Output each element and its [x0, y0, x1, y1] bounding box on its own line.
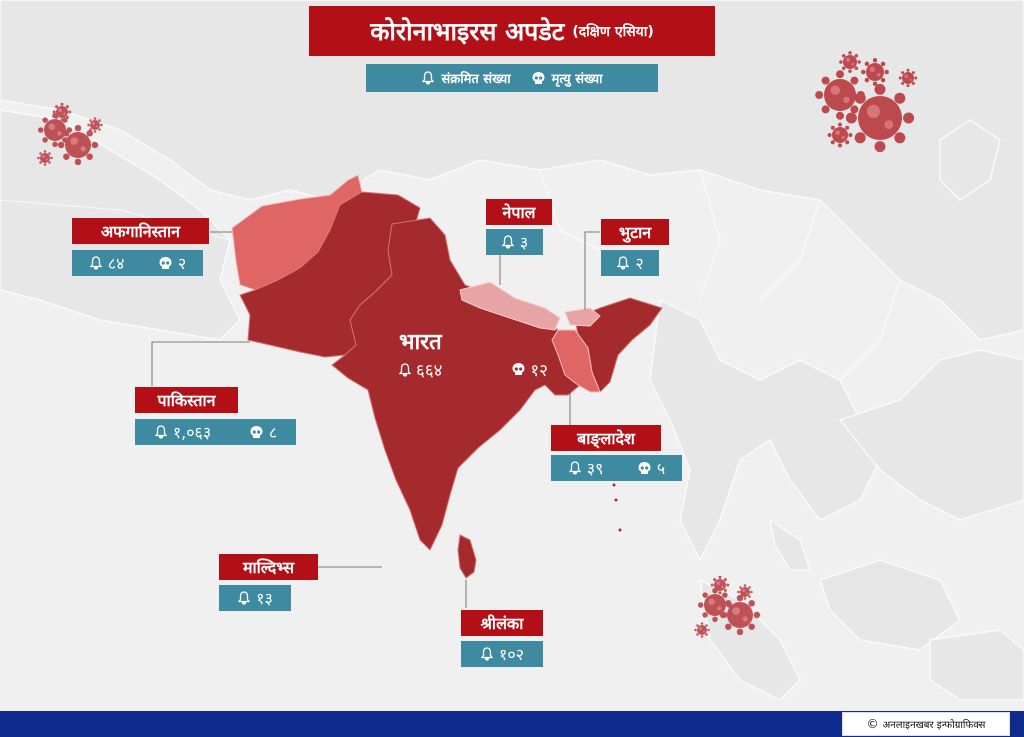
bhutan-region [564, 307, 601, 327]
skull-icon [249, 425, 264, 440]
nepal-name-label: नेपाल [486, 199, 552, 225]
bell-icon [480, 647, 494, 661]
nepal-infected: ३ [519, 233, 529, 252]
maldives-name-label: माल्दिभ्स [219, 554, 318, 580]
india-infected: ६६४ [416, 361, 443, 381]
pakistan-stats: १,०६३ ८ [135, 419, 296, 445]
afghanistan-stats: ८४ २ [72, 250, 203, 276]
skull-icon [511, 362, 526, 377]
bhutan-name-label: भुटान [601, 219, 669, 245]
srilanka-name-label: श्रीलंका [461, 610, 543, 636]
skull-icon [158, 256, 173, 271]
afghanistan-infected: ८४ [107, 254, 125, 273]
srilanka-infected: १०२ [499, 645, 524, 664]
bangladesh-region [551, 329, 601, 393]
afghanistan-deaths: २ [177, 254, 187, 273]
bhutan-stats: २ [601, 250, 659, 276]
bell-icon [568, 461, 582, 475]
bell-icon [501, 235, 515, 249]
legend-deaths-label: मृत्यु संख्या [551, 72, 603, 87]
bell-icon [398, 362, 412, 377]
maldives-infected: १३ [256, 589, 273, 608]
bhutan-infected: २ [635, 254, 644, 273]
bell-icon [616, 256, 630, 270]
title-main: कोरोनाभाइरस अपडेट [370, 17, 565, 46]
srilanka-stats: १०२ [461, 641, 543, 667]
bell-icon [89, 256, 103, 270]
india-deaths: १२ [530, 361, 548, 381]
bangladesh-stats: ३९ ५ [551, 455, 682, 481]
credit-text: अनलाइनखबर इन्फोग्राफिक्स [882, 720, 986, 731]
bell-icon [154, 425, 168, 439]
pakistan-infected: १,०६३ [172, 423, 212, 442]
pakistan-deaths: ८ [268, 423, 278, 442]
andaman-islands [610, 468, 622, 532]
credit-box: © अनलाइनखबर इन्फोग्राफिक्स [842, 712, 1010, 736]
skull-icon [637, 461, 652, 476]
nepal-stats: ३ [486, 229, 543, 255]
copyright-icon: © [866, 717, 879, 731]
afghanistan-name-label: अफगानिस्तान [72, 218, 209, 244]
legend-infected: संक्रमित संख्या [421, 69, 511, 87]
legend-infected-label: संक्रमित संख्या [441, 72, 511, 87]
skull-icon [531, 71, 546, 86]
pakistan-name-label: पाकिस्तान [135, 387, 238, 413]
title-banner: कोरोनाभाइरस अपडेट (दक्षिण एसिया) [309, 6, 715, 56]
bangladesh-infected: ३९ [586, 459, 604, 478]
leader-lines [151, 231, 600, 608]
nepal-region [459, 281, 561, 331]
bangladesh-deaths: ५ [656, 459, 666, 478]
bell-icon [237, 591, 251, 605]
india-stats: ६६४ १२ [398, 358, 548, 381]
maldives-stats: १३ [219, 585, 291, 611]
india-name-label: भारत [399, 330, 442, 355]
legend-deaths: मृत्यु संख्या [531, 69, 603, 87]
background-land [0, 0, 1024, 700]
bangladesh-name-label: बाङ्लादेश [551, 425, 661, 451]
title-sub: (दक्षिण एसिया) [572, 23, 654, 40]
srilanka-region [457, 534, 477, 579]
legend: संक्रमित संख्या मृत्यु संख्या [366, 64, 658, 92]
bell-icon [421, 71, 435, 85]
